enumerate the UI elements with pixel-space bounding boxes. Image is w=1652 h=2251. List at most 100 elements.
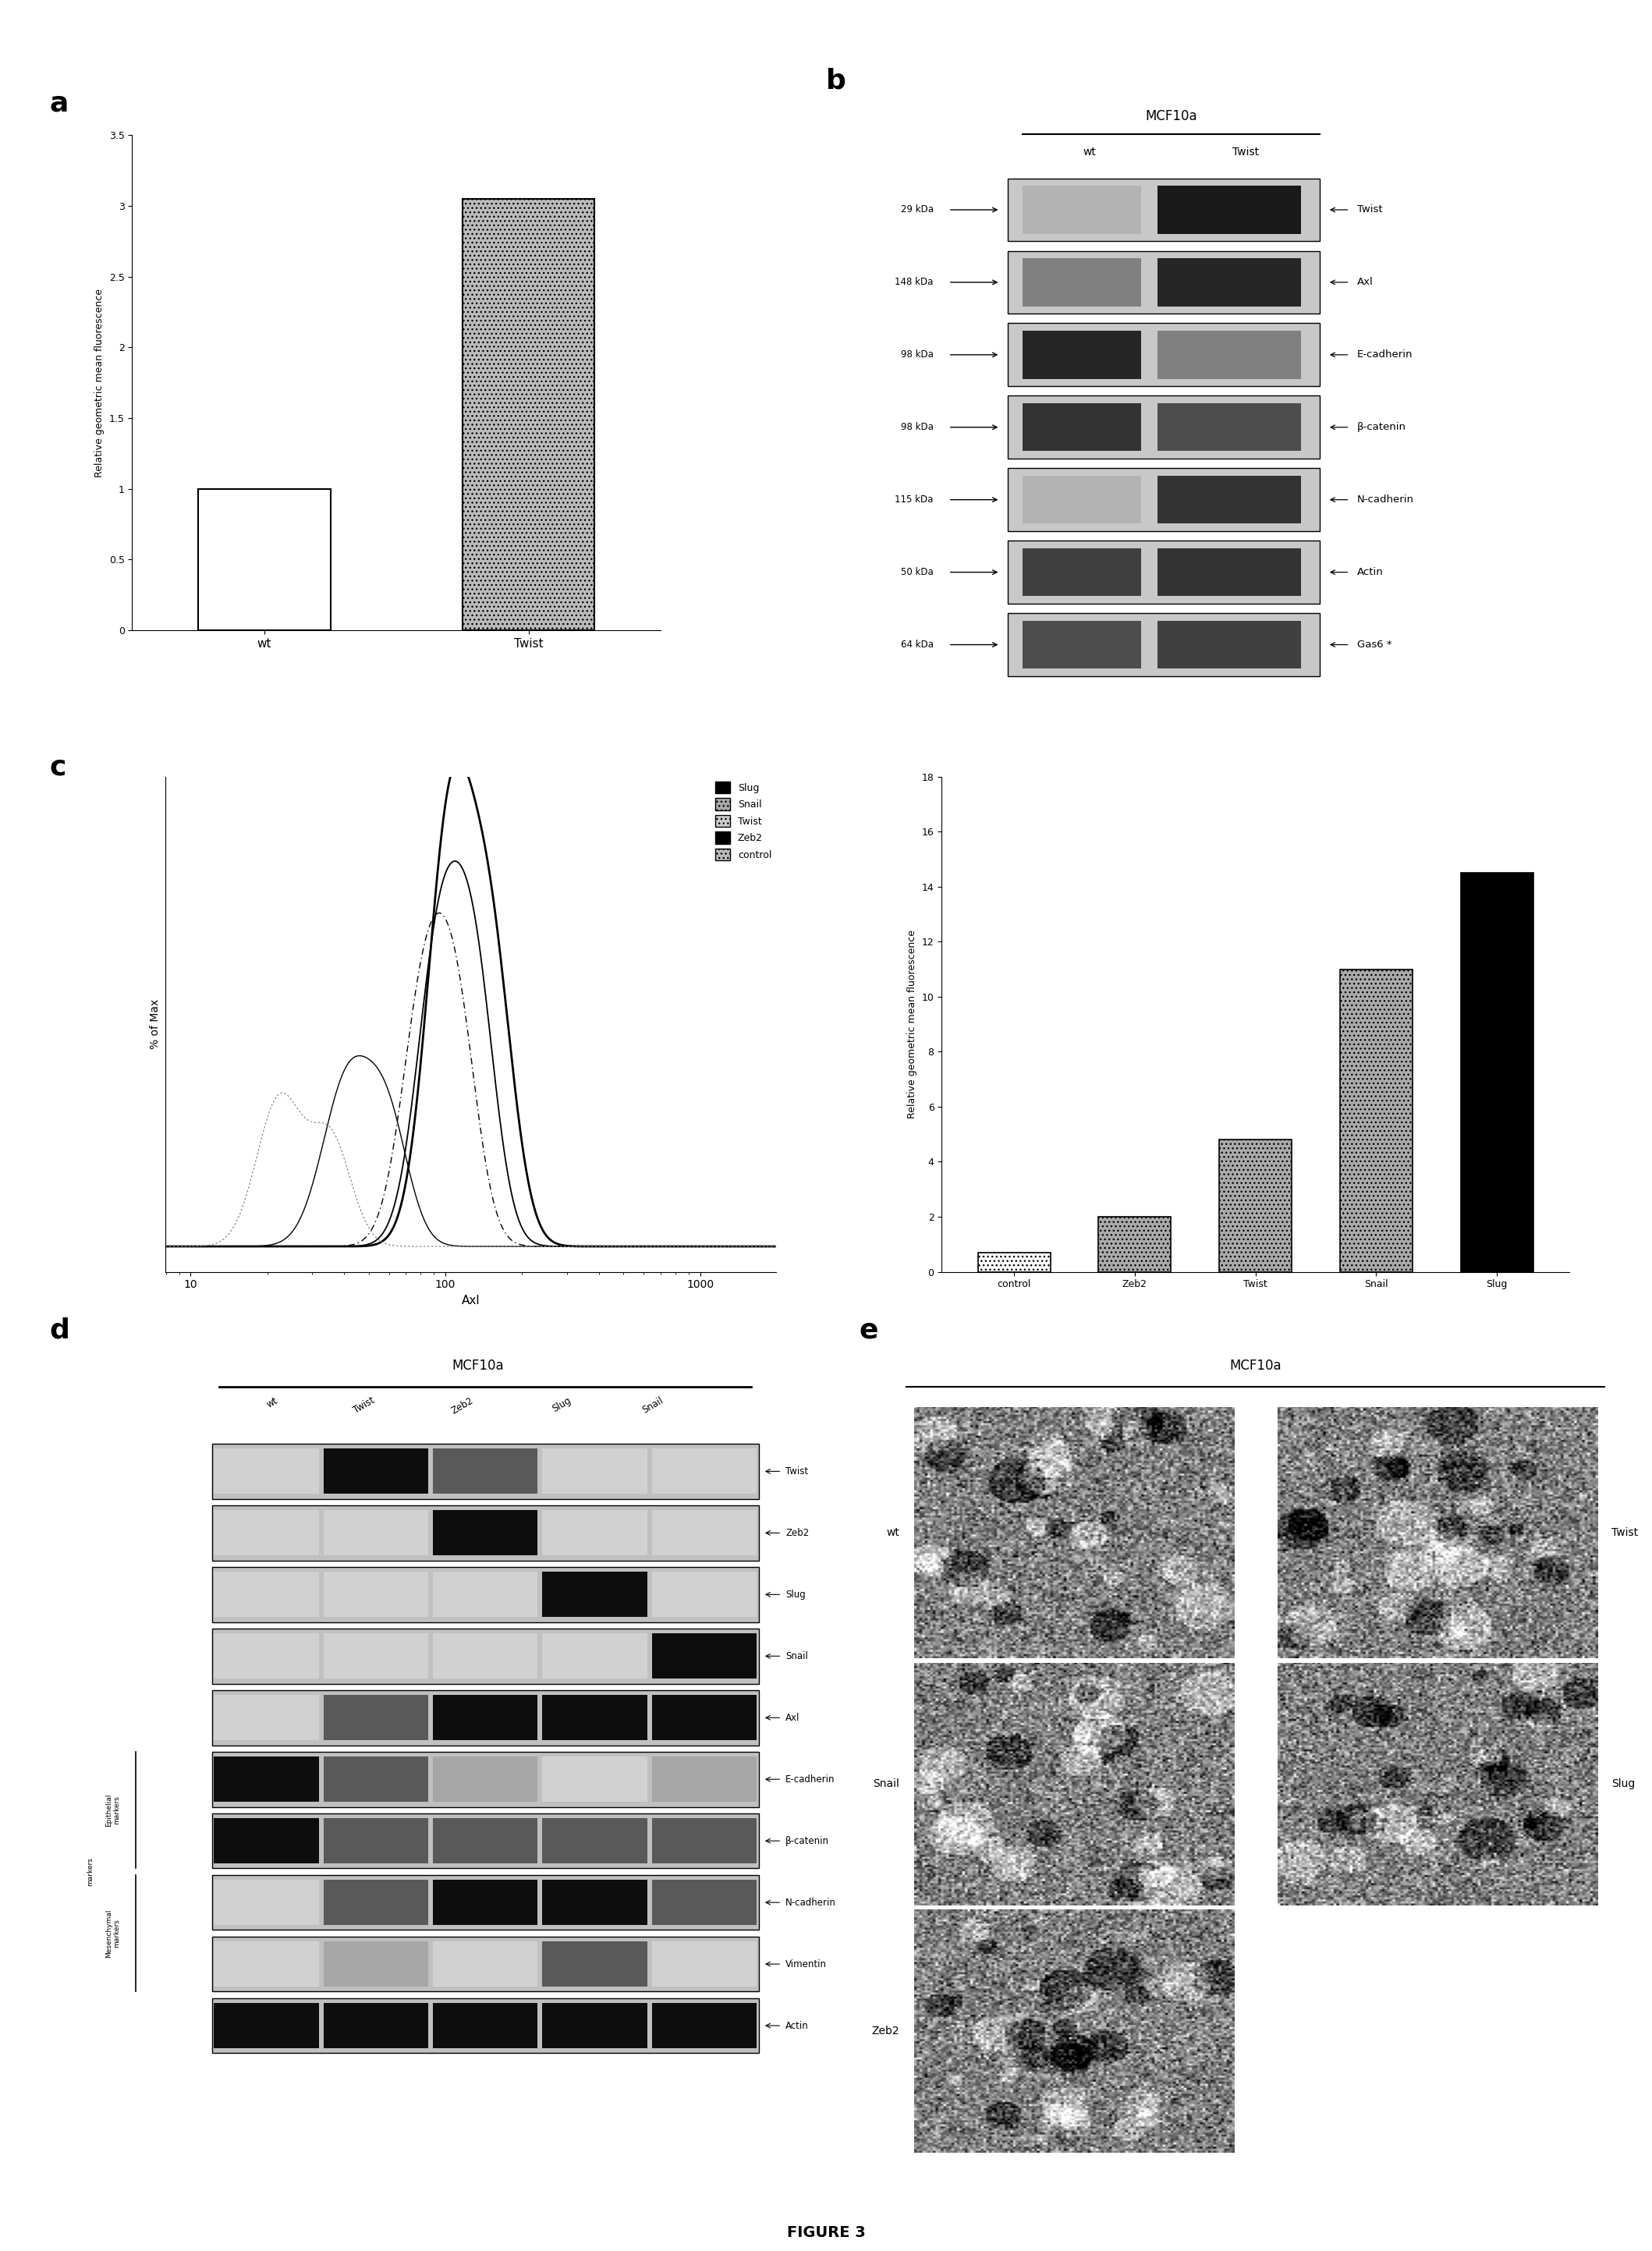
Bar <box>653 1695 757 1740</box>
Text: Axl: Axl <box>786 1713 800 1722</box>
Bar <box>211 1936 758 1992</box>
Bar <box>542 1571 648 1616</box>
Bar <box>542 1510 648 1555</box>
Bar <box>542 1695 648 1740</box>
Slug <box>767 1234 786 1261</box>
Text: Snail: Snail <box>786 1650 808 1661</box>
Text: 148 kDa: 148 kDa <box>895 277 933 288</box>
Zeb2 <box>425 1225 444 1252</box>
Bar <box>211 1627 758 1684</box>
Slug <box>449 747 469 774</box>
Y-axis label: Relative geometric mean fluorescence: Relative geometric mean fluorescence <box>94 288 104 477</box>
Snail <box>403 1085 423 1112</box>
Bar <box>653 1880 757 1925</box>
Bar <box>542 1756 648 1803</box>
Bar <box>1340 970 1412 1272</box>
Text: E-cadherin: E-cadherin <box>786 1774 834 1785</box>
Snail <box>767 1234 786 1261</box>
Bar <box>211 1691 758 1745</box>
Bar <box>653 1450 757 1495</box>
Bar <box>215 1695 319 1740</box>
Bar <box>653 1819 757 1864</box>
control <box>767 1234 786 1261</box>
Slug <box>425 894 444 921</box>
Line: Slug: Slug <box>165 761 776 1247</box>
Text: N-cadherin: N-cadherin <box>1358 495 1414 504</box>
Slug <box>633 1234 653 1261</box>
Bar <box>1008 540 1320 603</box>
Text: Twist: Twist <box>786 1465 808 1477</box>
Text: MCF10a: MCF10a <box>1145 108 1198 124</box>
Bar <box>463 198 595 630</box>
control <box>403 1234 423 1261</box>
Y-axis label: % of Max: % of Max <box>150 999 160 1049</box>
Bar <box>653 1756 757 1803</box>
Snail <box>575 1234 595 1261</box>
Text: wt: wt <box>266 1396 279 1409</box>
Twist <box>425 903 444 930</box>
Text: Zeb2: Zeb2 <box>449 1396 476 1416</box>
Bar <box>211 1506 758 1560</box>
Bar <box>1008 468 1320 531</box>
Legend: Slug, Snail, Twist, Zeb2, control: Slug, Snail, Twist, Zeb2, control <box>715 781 771 860</box>
Bar <box>1219 1139 1292 1272</box>
Bar <box>324 2003 428 2048</box>
Bar <box>1099 1218 1171 1272</box>
Text: wt: wt <box>1084 146 1095 158</box>
Line: Snail: Snail <box>165 862 776 1247</box>
Zeb2 <box>218 1234 238 1261</box>
Zeb2 <box>403 1173 423 1200</box>
Bar <box>1023 403 1142 450</box>
Text: 29 kDa: 29 kDa <box>900 205 933 214</box>
Bar <box>433 1695 539 1740</box>
Bar <box>1158 403 1302 450</box>
Bar <box>1023 259 1142 306</box>
Text: Gas6 *: Gas6 * <box>1358 639 1393 651</box>
Slug <box>644 1234 664 1261</box>
Bar <box>1158 331 1302 378</box>
Bar <box>1008 612 1320 675</box>
Bar <box>542 1940 648 1988</box>
Text: MCF10a: MCF10a <box>1229 1360 1282 1373</box>
Bar <box>1158 621 1302 669</box>
Bar <box>542 1819 648 1864</box>
Bar <box>433 1634 539 1679</box>
Text: wt: wt <box>885 1528 899 1537</box>
Text: β-catenin: β-catenin <box>1358 423 1406 432</box>
Bar <box>433 1756 539 1803</box>
Bar <box>324 1450 428 1495</box>
Bar <box>1158 549 1302 597</box>
Bar <box>215 1510 319 1555</box>
Bar <box>215 1450 319 1495</box>
Text: Slug: Slug <box>1612 1778 1635 1790</box>
Bar <box>1023 475 1142 524</box>
Snail <box>633 1234 653 1261</box>
Text: a: a <box>50 90 69 117</box>
Text: Mesenchymal
markers: Mesenchymal markers <box>106 1909 121 1958</box>
Bar <box>215 1756 319 1803</box>
Bar <box>215 1940 319 1988</box>
Text: 50 kDa: 50 kDa <box>900 567 933 576</box>
Bar <box>1158 475 1302 524</box>
Twist <box>155 1234 175 1261</box>
Bar <box>978 1252 1051 1272</box>
Bar <box>433 1510 539 1555</box>
Zeb2 <box>565 1234 585 1261</box>
Bar <box>215 1571 319 1616</box>
control <box>273 1080 292 1107</box>
Text: 64 kDa: 64 kDa <box>900 639 933 651</box>
Twist <box>575 1234 595 1261</box>
Bar <box>1158 259 1302 306</box>
Slug <box>403 1126 423 1153</box>
Bar <box>324 1634 428 1679</box>
Bar <box>198 488 330 630</box>
Slug <box>218 1234 238 1261</box>
Line: Zeb2: Zeb2 <box>165 1056 776 1247</box>
Text: Zeb2: Zeb2 <box>786 1528 809 1537</box>
Bar <box>433 2003 539 2048</box>
control <box>577 1234 596 1261</box>
Text: Axl: Axl <box>1358 277 1373 288</box>
Twist <box>767 1234 786 1261</box>
Bar <box>324 1571 428 1616</box>
Snail <box>444 849 464 876</box>
